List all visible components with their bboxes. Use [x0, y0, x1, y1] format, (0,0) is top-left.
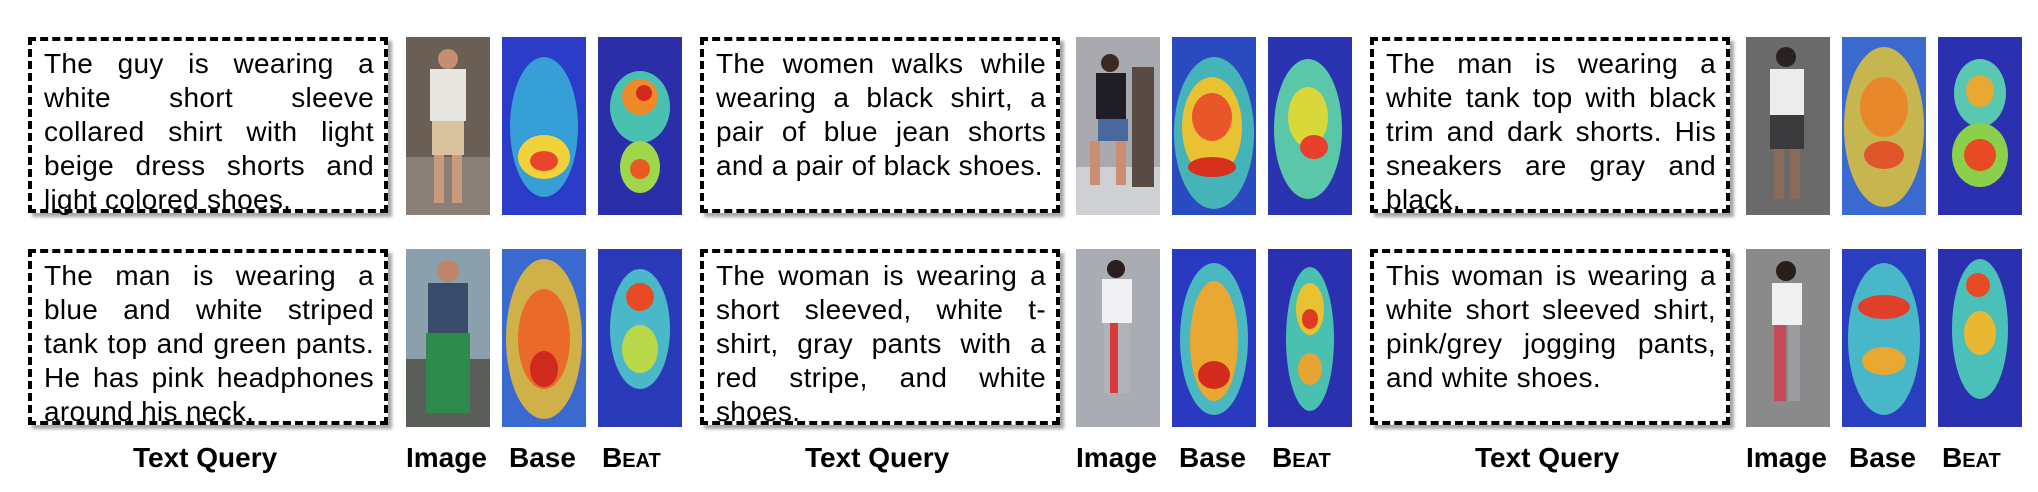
column-label-base: Base	[1179, 442, 1246, 473]
beat-attention-map	[1268, 37, 1352, 215]
text-query-box: This woman is wearing a white short slee…	[1370, 249, 1730, 425]
column-label-base: Base	[509, 442, 576, 473]
base-attention-map	[502, 37, 586, 215]
person-image	[1746, 249, 1830, 427]
column-label-base: Base	[1849, 442, 1916, 473]
person-image	[406, 37, 490, 215]
base-attention-map	[1842, 37, 1926, 215]
base-attention-map	[1172, 249, 1256, 427]
person-image	[406, 249, 490, 427]
beat-attention-map	[598, 37, 682, 215]
column-label-beat: Beat	[602, 442, 661, 473]
person-image	[1076, 249, 1160, 427]
beat-attention-map	[1938, 249, 2022, 427]
text-query-box: The women walks while wearing a black sh…	[700, 37, 1060, 213]
column-label-image: Image	[1746, 442, 1827, 473]
base-attention-map	[502, 249, 586, 427]
person-image	[1746, 37, 1830, 215]
text-query-box: The man is wearing a blue and white stri…	[28, 249, 388, 427]
beat-attention-map	[1938, 37, 2022, 215]
beat-attention-map	[1268, 249, 1352, 427]
column-label-text-query: Text Query	[133, 442, 278, 473]
column-label-text-query: Text Query	[1475, 442, 1620, 473]
base-attention-map	[1172, 37, 1256, 215]
beat-attention-map	[598, 249, 682, 427]
column-label-beat: Beat	[1272, 442, 1331, 473]
text-query-box: The guy is wearing a white short sleeve …	[28, 37, 388, 215]
column-label-image: Image	[406, 442, 487, 473]
person-image	[1076, 37, 1160, 215]
base-attention-map	[1842, 249, 1926, 427]
column-label-beat: Beat	[1942, 442, 2001, 473]
column-label-text-query: Text Query	[805, 442, 950, 473]
text-query-box: The woman is wearing a short sleeved, wh…	[700, 249, 1060, 427]
text-query-box: The man is wearing a white tank top with…	[1370, 37, 1730, 215]
column-label-image: Image	[1076, 442, 1157, 473]
